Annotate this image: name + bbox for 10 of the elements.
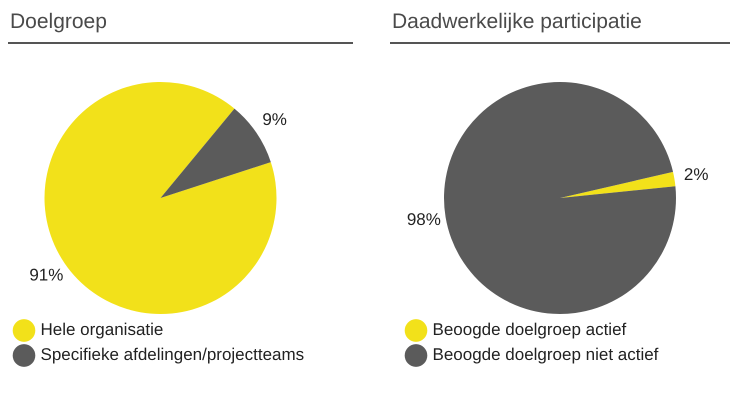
chart-title: Doelgroep <box>8 0 353 44</box>
legend-label: Hele organisatie <box>40 320 164 340</box>
data-label: 2% <box>684 165 708 184</box>
data-label: 9% <box>262 110 287 130</box>
legend-label: Specifieke afdelingen/projectteams <box>40 345 304 364</box>
legend-label: Beoogde doelgroep niet actief <box>432 345 659 364</box>
chart-title: Daadwerkelijke participatie <box>390 0 730 44</box>
legend-label: Beoogde doelgroep actief <box>432 320 627 340</box>
data-label: 98% <box>406 210 441 230</box>
data-label: 91% <box>29 265 64 284</box>
